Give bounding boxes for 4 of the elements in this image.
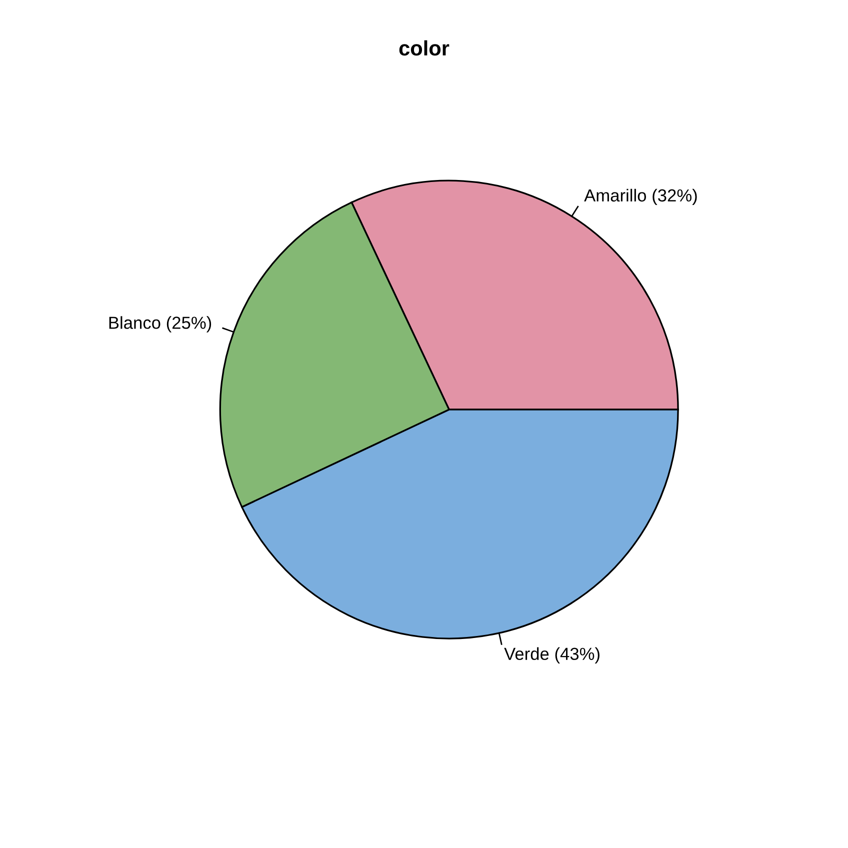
slice-label: Amarillo (32%) bbox=[584, 188, 697, 206]
chart-title: color bbox=[399, 40, 450, 56]
slice-label: Blanco (25%) bbox=[109, 316, 212, 332]
slice-label: Verde (43%) bbox=[504, 647, 600, 664]
